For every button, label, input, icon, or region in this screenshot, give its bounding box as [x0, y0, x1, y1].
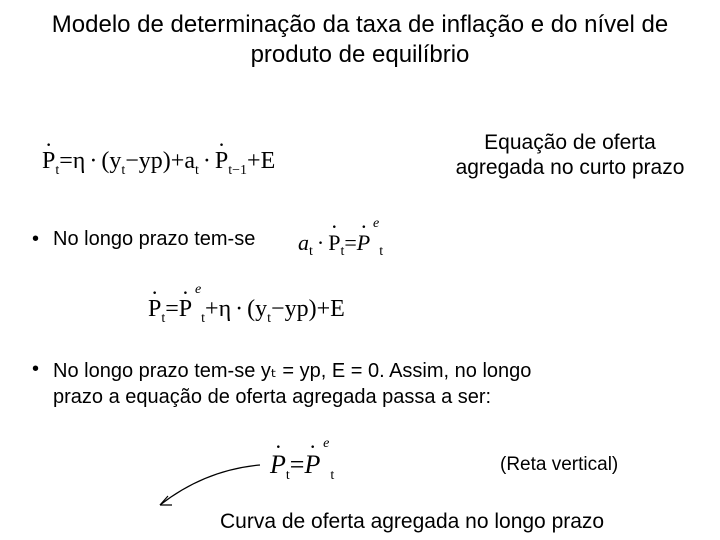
sub2t2: t — [201, 311, 205, 327]
bullet-2-line1: No longo prazo tem-se yₜ = yp, E = 0. As… — [53, 358, 531, 384]
y: y — [109, 148, 121, 175]
equation-1: Pt = η · ( yt − yp ) + at · Pt−1 + E — [42, 148, 275, 175]
bullet-dot-1: • — [32, 228, 39, 251]
rparen: ) — [163, 148, 171, 175]
lparen: ( — [101, 148, 109, 175]
equation-1-label: Equação de oferta agregada no curto praz… — [440, 130, 700, 180]
equals: = — [59, 148, 73, 175]
minus: − — [125, 148, 139, 175]
sub-t2: t — [121, 163, 125, 179]
bullet-2-line2: prazo a equação de oferta agregada passa… — [53, 384, 531, 410]
sub2t: t — [161, 311, 165, 327]
bullet-2: • No longo prazo tem-se yₜ = yp, E = 0. … — [32, 358, 531, 410]
bullet-1: • No longo prazo tem-se — [32, 228, 255, 251]
equation-2: Pt = Pt + η · ( yt − yp ) + E — [148, 296, 345, 323]
p-dot2: P — [215, 148, 228, 175]
cdot2: · — [199, 148, 215, 175]
yp: yp — [139, 148, 163, 175]
cdot2a: · — [231, 296, 247, 323]
y2: y — [255, 296, 267, 323]
equation-inline: at · Pt = Pt — [298, 230, 383, 256]
sub-tm1: t−1 — [228, 163, 247, 179]
cdot: · — [85, 148, 101, 175]
equation-3: Pt = Pt — [270, 450, 334, 480]
sub2t3: t — [267, 311, 271, 327]
plus2: + — [247, 148, 261, 175]
sub-t: t — [55, 163, 59, 179]
eq2e: = — [165, 296, 179, 323]
caption-curve: Curva de oferta agregada no longo prazo — [220, 510, 604, 534]
a-i: a — [298, 230, 309, 256]
p3e: P — [304, 450, 320, 480]
sub3t: t — [286, 468, 290, 484]
sub-ti: t — [309, 244, 313, 260]
page-title: Modelo de determinação da taxa de inflaç… — [0, 0, 720, 70]
plus2b: + — [317, 296, 331, 323]
plus2a: + — [205, 296, 219, 323]
eta2: η — [219, 296, 232, 323]
a: a — [184, 148, 195, 175]
E2: E — [330, 296, 345, 323]
reta-vertical-note: (Reta vertical) — [500, 454, 618, 476]
eq-i: = — [344, 230, 356, 256]
cdot-i: · — [313, 230, 328, 256]
p3: P — [270, 450, 286, 480]
p-dot: P — [42, 148, 55, 175]
p-e: P — [357, 230, 370, 256]
sub-ti3: t — [379, 244, 383, 260]
bullet-1-text: No longo prazo tem-se — [53, 228, 255, 251]
lp2: ( — [247, 296, 255, 323]
sub-ti2: t — [340, 244, 344, 260]
sub3t2: t — [330, 468, 334, 484]
minus2: − — [271, 296, 285, 323]
eq3e: = — [290, 450, 305, 480]
E: E — [261, 148, 276, 175]
plus1: + — [171, 148, 185, 175]
bullet-dot-2: • — [32, 358, 39, 381]
p-dot-i: P — [328, 230, 340, 256]
p2e: P — [179, 296, 192, 323]
sub-t3: t — [195, 163, 199, 179]
eta: η — [73, 148, 86, 175]
yp2: yp — [285, 296, 309, 323]
rp2: ) — [309, 296, 317, 323]
p2: P — [148, 296, 161, 323]
